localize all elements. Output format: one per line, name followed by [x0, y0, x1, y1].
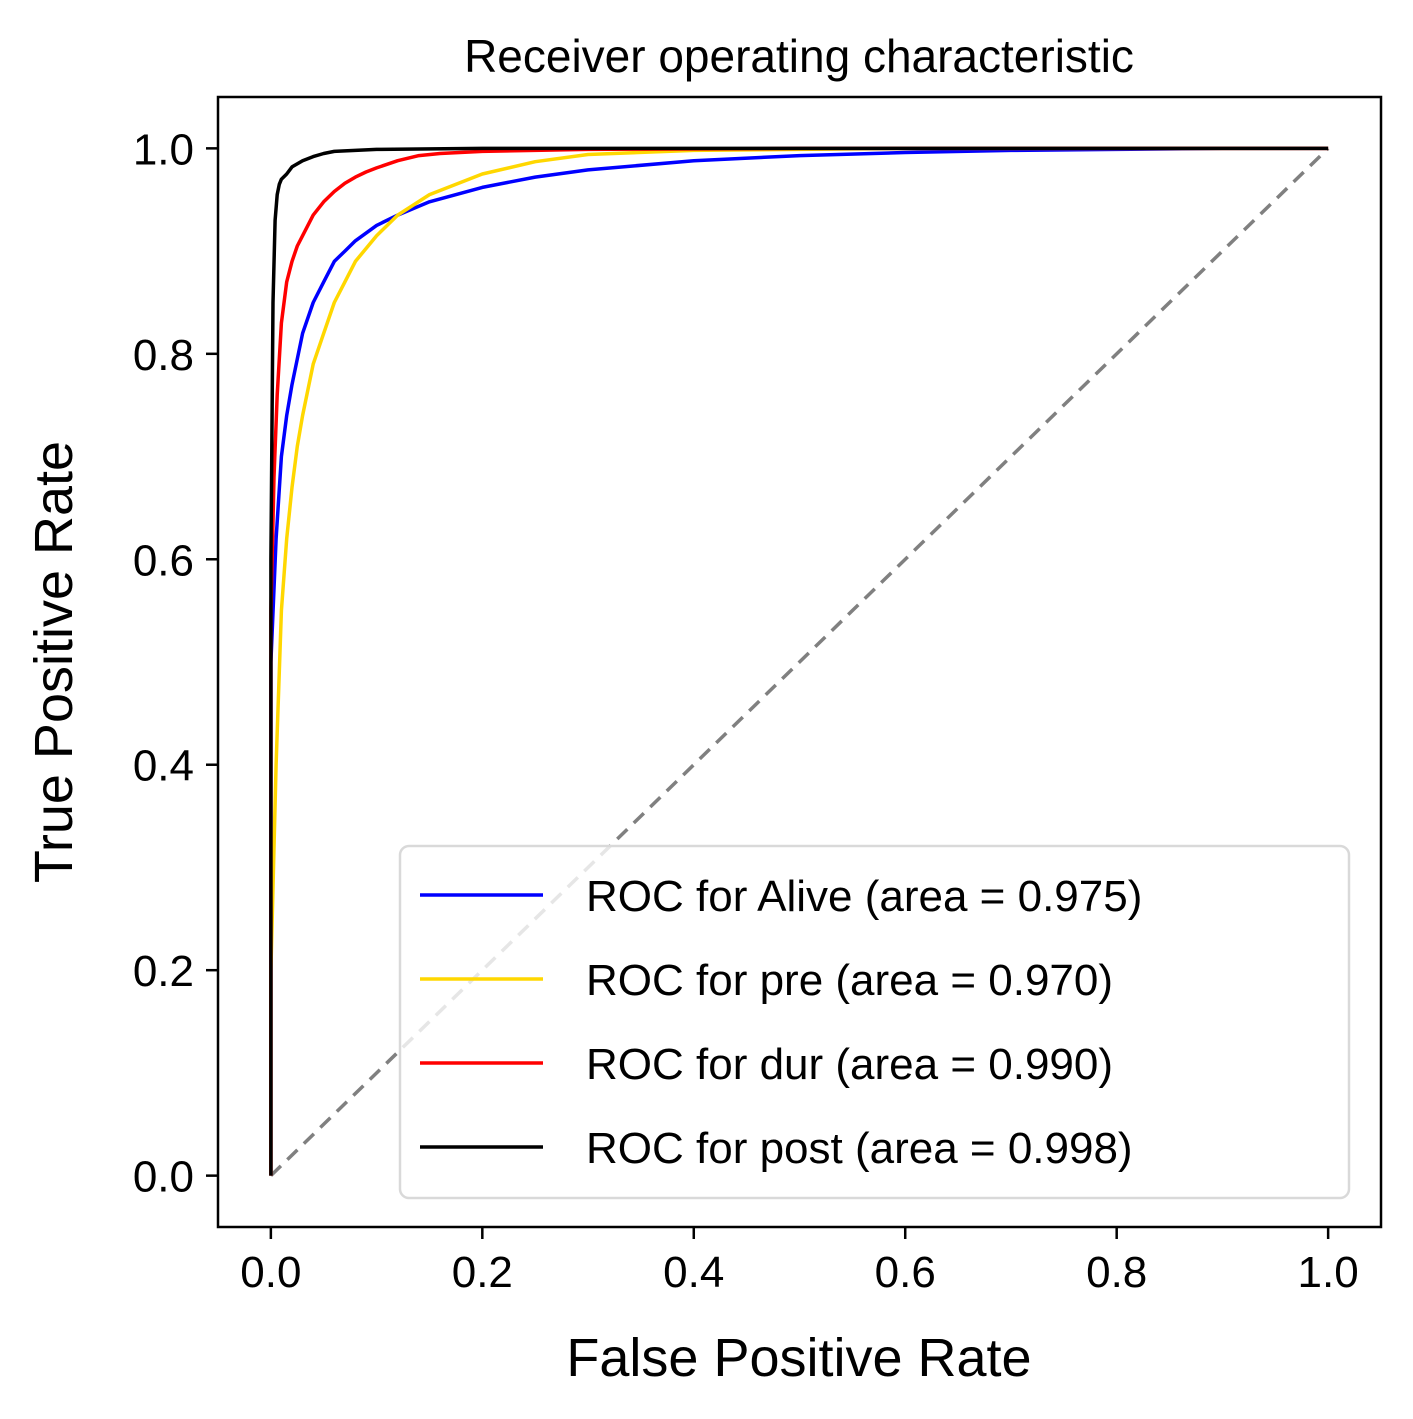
x-tick-label: 1.0: [1298, 1248, 1359, 1297]
lines-layer: [269, 146, 1330, 1177]
y-tick-label: 0.6: [133, 536, 194, 585]
legend-label: ROC for Alive (area = 0.975): [586, 872, 1142, 921]
legend: ROC for Alive (area = 0.975) ROC for pre …: [398, 844, 1351, 1200]
x-tick-label: 0.0: [240, 1248, 301, 1297]
x-axis-title: False Positive Rate: [566, 1328, 1031, 1388]
y-axis-title: True Positive Rate: [24, 441, 84, 883]
y-tick-label: 1.0: [133, 125, 194, 174]
chart-title: Receiver operating characteristic: [464, 30, 1134, 82]
roc-series-line-3: [269, 146, 1329, 1176]
x-tick-label: 0.2: [452, 1248, 513, 1297]
x-tick-label: 0.6: [875, 1248, 936, 1297]
roc-series-line-2: [269, 146, 1329, 1176]
y-tick-label: 0.8: [133, 331, 194, 380]
x-axis: 0.0 0.2 0.4 0.6 0.8 1.0: [240, 1227, 1359, 1297]
x-tick-label: 0.4: [663, 1248, 724, 1297]
y-tick-label: 0.4: [133, 742, 194, 791]
y-tick-label: 0.2: [133, 947, 194, 996]
x-tick-label: 0.8: [1086, 1248, 1147, 1297]
reference-diagonal-line: [269, 147, 1330, 1177]
legend-label: ROC for post (area = 0.998): [586, 1124, 1133, 1173]
legend-box: [398, 844, 1351, 1200]
roc-series-line-0: [269, 146, 1329, 1176]
y-tick-label: 0.0: [133, 1153, 194, 1202]
y-axis: 0.0 0.2 0.4 0.6 0.8 1.0: [133, 125, 218, 1202]
legend-label: ROC for dur (area = 0.990): [586, 1040, 1113, 1089]
plot-border: [216, 95, 1383, 1229]
legend-label: ROC for pre (area = 0.970): [586, 956, 1113, 1005]
